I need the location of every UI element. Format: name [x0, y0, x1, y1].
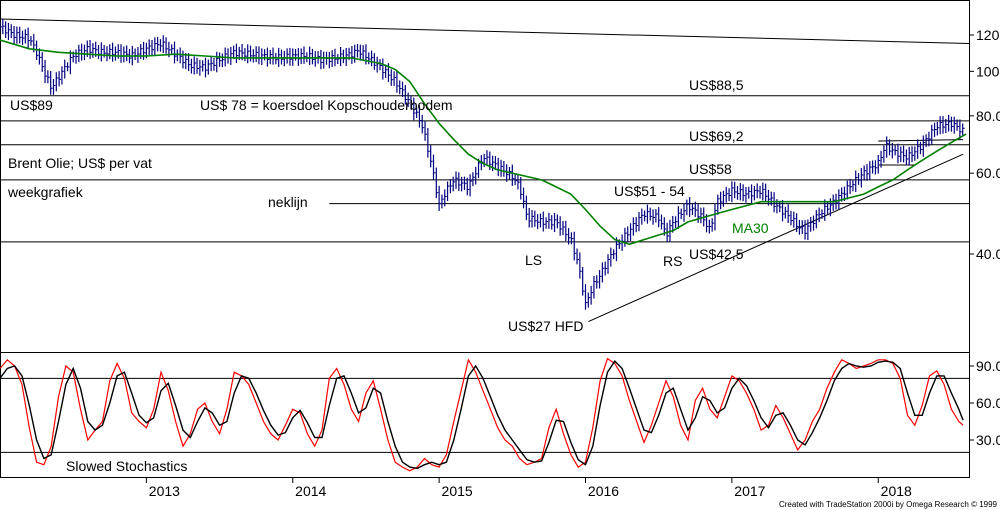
price-series-lines: [0, 39, 967, 246]
annotation-us69-2: US$69,2: [689, 128, 744, 144]
x-tick-label: 2018: [881, 483, 912, 499]
stochastic-y-tick-label: 90.0: [976, 358, 1000, 374]
price-bars-series: [0, 19, 965, 310]
trend-line-10: [878, 139, 964, 142]
annotation-slowed-stochastics: Slowed Stochastics: [66, 458, 187, 474]
stochastic-y-tick-label: 30.0: [976, 432, 1000, 448]
annotation-us88-5: US$88,5: [689, 77, 744, 93]
x-tick-label: 2017: [734, 483, 765, 499]
x-tick-label: 2015: [442, 483, 473, 499]
annotation-koersdoel: US$ 78 = koersdoel Kopschouderbodem: [200, 97, 453, 113]
annotation-ls: LS: [525, 252, 542, 268]
price-reference-lines: [0, 18, 970, 323]
stochastic-slow-line: [0, 359, 964, 470]
annotation-brent-title: Brent Olie; US$ per vat: [8, 155, 152, 171]
ma30-line: [0, 39, 967, 246]
trend-line-8: [0, 18, 970, 44]
stochastic-y-tick-label: 60.0: [976, 395, 1000, 411]
x-tick-label: 2013: [149, 483, 180, 499]
annotation-weekgrafiek: weekgrafiek: [7, 184, 84, 200]
price-y-tick-label: 100: [976, 63, 1000, 79]
price-y-tick-label: 40.0: [976, 246, 1000, 262]
price-y-axis-ticks: 120 100 80.0 60.0 40.0: [969, 27, 1000, 262]
stochastic-y-axis-ticks: 90.0 60.0 30.0: [969, 358, 1000, 448]
credit-text: Created with TradeStation 2000i by Omega…: [779, 500, 998, 509]
stochastic-fast-line: [0, 357, 964, 472]
annotation-us51-54: US$51 - 54: [614, 183, 685, 199]
stochastic-levels: [0, 377, 969, 453]
x-tick-label: 2014: [295, 483, 326, 499]
annotation-us89: US$89: [10, 97, 53, 113]
x-axis-ticks: 2013 2014 2015 2016 2017 2018: [145, 477, 912, 499]
trend-line-9: [588, 153, 964, 323]
price-y-tick-label: 120: [976, 27, 1000, 43]
annotation-rs: RS: [663, 253, 682, 269]
x-tick-label: 2016: [588, 483, 619, 499]
stochastic-series-lines: [0, 357, 964, 472]
annotation-us27-hfd: US$27 HFD: [508, 318, 583, 334]
annotation-us42-5: US$42,5: [689, 246, 744, 262]
annotation-ma30: MA30: [732, 220, 769, 236]
annotation-neklijn: neklijn: [268, 194, 308, 210]
annotation-us58: US$58: [689, 161, 732, 177]
price-y-tick-label: 80.0: [976, 108, 1000, 124]
price-y-tick-label: 60.0: [976, 165, 1000, 181]
